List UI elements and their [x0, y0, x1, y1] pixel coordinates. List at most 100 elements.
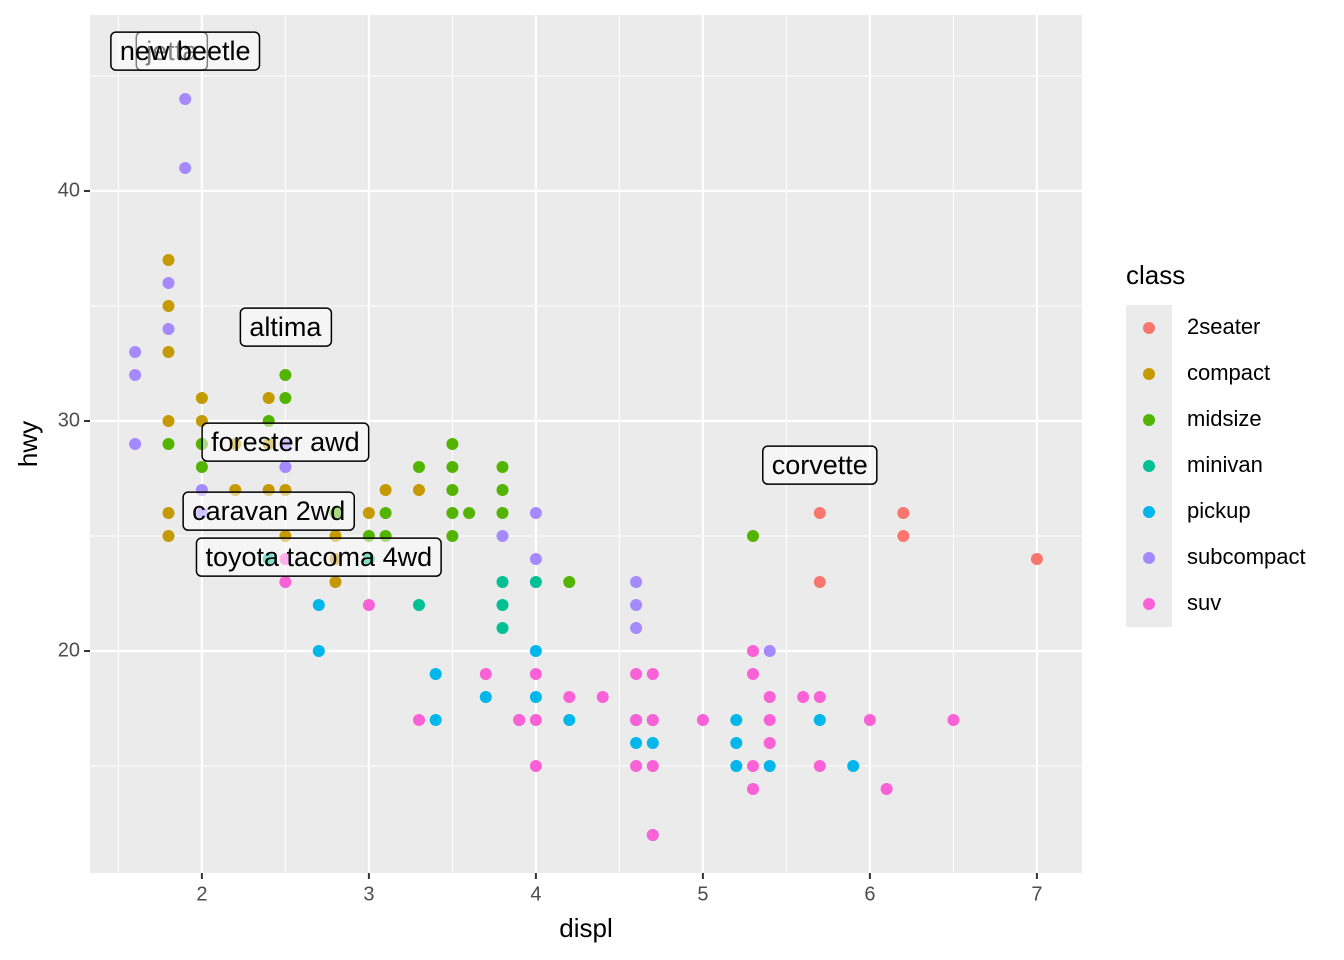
- point: [646, 668, 659, 681]
- label-box: new beetle: [110, 31, 261, 71]
- point: [630, 714, 643, 727]
- point: [162, 530, 175, 543]
- point: [863, 714, 876, 727]
- point: [195, 461, 208, 474]
- y-axis-title: hwy: [13, 421, 43, 467]
- point: [412, 484, 425, 497]
- x-tick-label: 3: [363, 883, 374, 905]
- point: [529, 553, 542, 566]
- point: [880, 783, 893, 796]
- point: [529, 576, 542, 589]
- point: [763, 760, 776, 773]
- point: [513, 714, 526, 727]
- point: [479, 668, 492, 681]
- legend-label: minivan: [1187, 452, 1263, 477]
- y-tick-label: 30: [58, 409, 80, 431]
- point: [630, 668, 643, 681]
- point: [329, 576, 342, 589]
- point: [763, 691, 776, 704]
- point: [763, 714, 776, 727]
- point: [529, 714, 542, 727]
- point: [630, 622, 643, 635]
- point: [646, 737, 659, 750]
- point: [162, 322, 175, 335]
- point: [747, 668, 760, 681]
- point: [730, 714, 743, 727]
- point: [730, 760, 743, 773]
- label-background: [110, 31, 261, 71]
- point: [747, 783, 760, 796]
- point: [797, 691, 810, 704]
- legend-key: [1143, 552, 1155, 564]
- label-background: [195, 537, 442, 577]
- point: [529, 507, 542, 520]
- point: [747, 760, 760, 773]
- x-tick-label: 7: [1031, 883, 1042, 905]
- point: [162, 253, 175, 266]
- legend-label: compact: [1187, 360, 1270, 385]
- point: [1030, 553, 1043, 566]
- point: [496, 599, 509, 612]
- legend-key: [1143, 598, 1155, 610]
- point: [630, 737, 643, 750]
- label-text: altima: [249, 312, 322, 342]
- point: [179, 161, 192, 174]
- point: [813, 507, 826, 520]
- point: [696, 714, 709, 727]
- point: [646, 829, 659, 842]
- legend-label: suv: [1187, 590, 1221, 615]
- point: [129, 368, 142, 381]
- point: [496, 622, 509, 635]
- point: [162, 438, 175, 450]
- legend-key: [1143, 506, 1155, 518]
- point: [429, 668, 442, 681]
- point: [429, 714, 442, 727]
- point: [747, 530, 760, 543]
- y-tick-label: 40: [58, 179, 80, 201]
- label-box: forester awd: [201, 422, 370, 462]
- legend-key: [1143, 322, 1155, 334]
- point: [563, 714, 576, 727]
- point: [412, 714, 425, 727]
- point: [529, 645, 542, 658]
- x-tick-label: 4: [530, 883, 541, 905]
- point: [630, 760, 643, 773]
- point: [195, 391, 208, 404]
- point: [563, 576, 576, 589]
- point: [496, 484, 509, 497]
- point: [646, 714, 659, 727]
- point: [813, 714, 826, 727]
- point: [646, 760, 659, 773]
- point: [379, 507, 392, 520]
- point: [529, 760, 542, 773]
- point: [262, 391, 275, 404]
- legend-key: [1143, 460, 1155, 472]
- label-background: [201, 422, 370, 462]
- label-text: caravan 2wd: [192, 496, 345, 526]
- point: [279, 461, 292, 474]
- y-tick-label: 20: [58, 639, 80, 661]
- legend-key: [1143, 414, 1155, 426]
- point: [630, 599, 643, 612]
- point: [412, 599, 425, 612]
- label-box: toyota tacoma 4wd: [195, 537, 442, 577]
- point: [529, 691, 542, 704]
- point: [312, 645, 325, 658]
- label-box: altima: [239, 307, 333, 347]
- point: [312, 599, 325, 612]
- x-axis-title: displ: [559, 913, 612, 943]
- label-background: [182, 491, 355, 531]
- label-background: [762, 445, 878, 485]
- point: [446, 530, 459, 543]
- point: [630, 576, 643, 589]
- point: [279, 391, 292, 404]
- label-box: caravan 2wd: [182, 491, 355, 531]
- point: [763, 645, 776, 658]
- point: [446, 484, 459, 497]
- point: [279, 576, 292, 589]
- label-background: [239, 307, 333, 347]
- point: [496, 530, 509, 543]
- point: [379, 484, 392, 497]
- point: [446, 438, 459, 450]
- point: [162, 507, 175, 520]
